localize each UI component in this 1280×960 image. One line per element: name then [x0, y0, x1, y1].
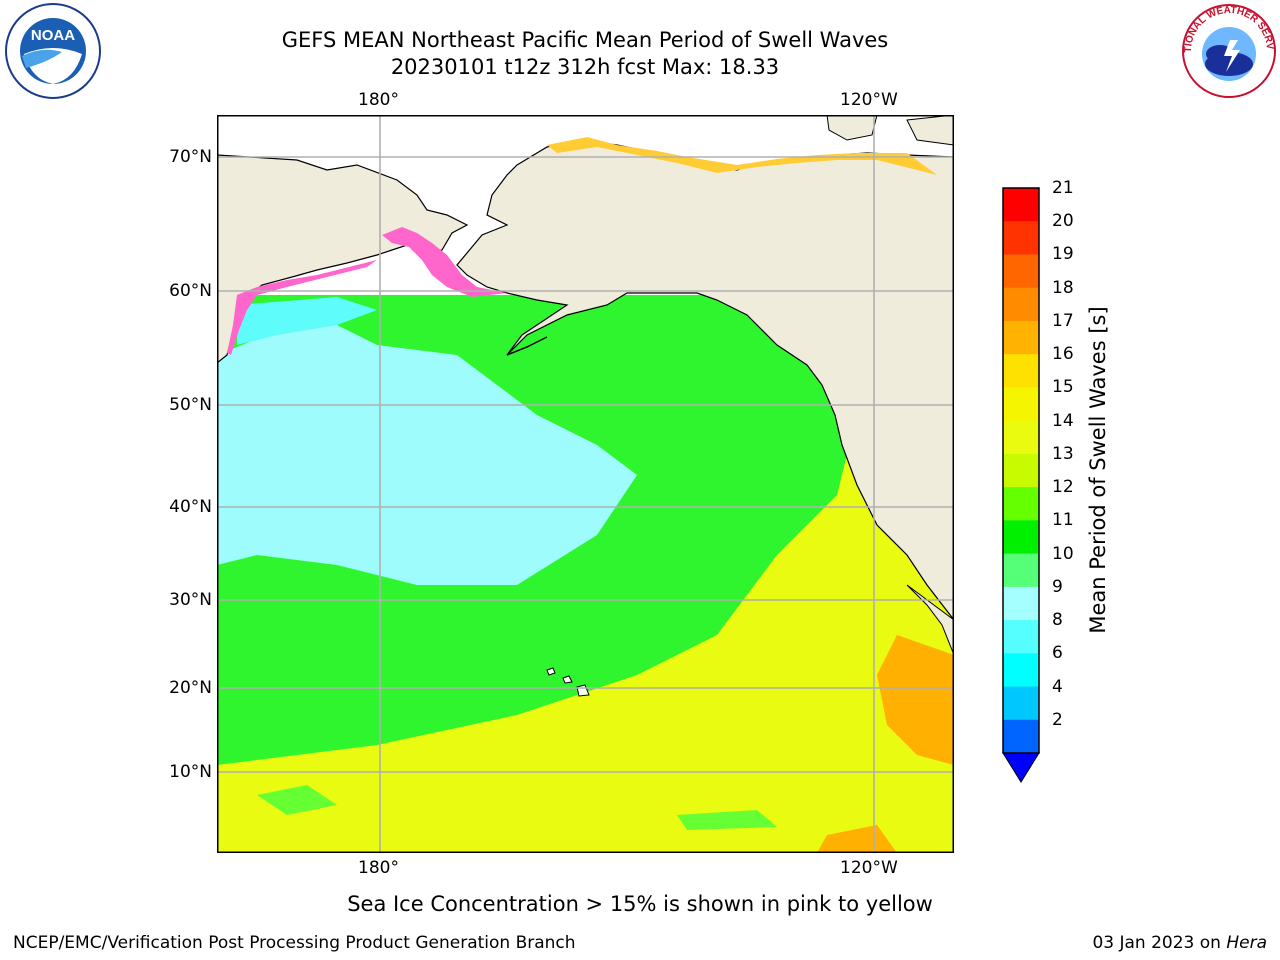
colorbar-tick-label: 20: [1052, 211, 1074, 232]
sea-ice-note-text: Sea Ice Concentration > 15% is shown in …: [347, 892, 933, 916]
colorbar-swatch: [1003, 686, 1039, 721]
colorbar-swatch: [1003, 719, 1039, 754]
top-lon-label-180: 180°: [358, 90, 399, 110]
colorbar-swatch: [1003, 221, 1039, 255]
lat-label-40n: 40°N: [169, 497, 212, 517]
colorbar-swatch: [1003, 553, 1039, 588]
ocean-orange-patch: [877, 635, 954, 765]
lat-label-70n: 70°N: [169, 147, 212, 167]
footer-machine: Hera: [1226, 933, 1267, 953]
colorbar-tick-label: 4: [1052, 676, 1063, 697]
noaa-logo: NOAA: [5, 3, 101, 99]
sea-ice-siberia-coast: [227, 260, 377, 355]
colorbar-tick-label: 18: [1052, 277, 1074, 298]
colorbar-tick-label: 13: [1052, 443, 1074, 464]
ocean-green-patch: [257, 785, 337, 815]
colorbar-swatch: [1003, 254, 1039, 289]
colorbar-swatch: [1003, 420, 1039, 455]
lat-label-50n: 50°N: [169, 395, 212, 415]
footer-date-text: 03 Jan 2023 on: [1092, 933, 1227, 953]
colorbar-tick-label: 12: [1052, 477, 1074, 498]
colorbar-extend-triangle: [1002, 752, 1040, 783]
lat-label-60n: 60°N: [169, 281, 212, 301]
colorbar-swatch: [1003, 354, 1039, 388]
colorbar-swatch: [1003, 453, 1039, 488]
colorbar-label: Mean Period of Swell Waves [s]: [1086, 306, 1110, 634]
colorbar-tick-label: 17: [1052, 310, 1074, 331]
colorbar-swatch: [1003, 620, 1039, 654]
colorbar-swatch: [1003, 487, 1039, 521]
sea-ice-bering: [382, 227, 507, 297]
graticule: [217, 115, 954, 853]
bottom-lon-label-180: 180°: [358, 858, 399, 878]
colorbar: [1002, 187, 1040, 783]
noaa-logo-text: NOAA: [31, 27, 75, 44]
sea-ice-note: Sea Ice Concentration > 15% is shown in …: [0, 891, 1280, 917]
colorbar-tick-label: 15: [1052, 377, 1074, 398]
footer-credit: NCEP/EMC/Verification Post Processing Pr…: [13, 933, 576, 953]
colorbar-tick-label: 19: [1052, 244, 1074, 265]
colorbar-tick-label: 16: [1052, 344, 1074, 365]
colorbar-tick-label: 11: [1052, 510, 1074, 531]
colorbar-tick-label: 9: [1052, 576, 1063, 597]
swell-period-map: [217, 115, 954, 853]
lat-label-10n: 10°N: [169, 762, 212, 782]
top-lon-label-120w: 120°W: [840, 90, 898, 110]
bottom-lon-label-120w: 120°W: [840, 858, 898, 878]
colorbar-swatch: [1003, 320, 1039, 355]
map-panel: [217, 115, 954, 853]
ocean-cyan-region: [217, 315, 637, 585]
lat-label-20n: 20°N: [169, 678, 212, 698]
colorbar-swatch: [1003, 586, 1039, 621]
chart-subtitle: 20230101 t12z 312h fcst Max: 18.33: [390, 55, 780, 79]
nws-logo: NATIONAL WEATHER SERVICE: [1180, 2, 1276, 98]
chart-title: GEFS MEAN Northeast Pacific Mean Period …: [281, 28, 889, 52]
colorbar-swatch: [1003, 387, 1039, 422]
sea-ice-arctic-coast: [547, 137, 937, 175]
colorbar-tick-label: 8: [1052, 610, 1063, 631]
map-border: [217, 115, 954, 853]
lat-label-30n: 30°N: [169, 590, 212, 610]
colorbar-tick-label: 21: [1052, 178, 1074, 198]
ocean-cyan-north: [237, 297, 377, 345]
colorbar-swatch: [1003, 520, 1039, 555]
colorbar-tick-label: 10: [1052, 543, 1074, 564]
colorbar-tick-label: 6: [1052, 643, 1063, 664]
ocean-orange-patch-south: [817, 825, 897, 853]
colorbar-border: [1002, 187, 1040, 754]
colorbar-tick-label: 14: [1052, 410, 1074, 431]
colorbar-swatch: [1003, 653, 1039, 688]
ocean-green-patch-2: [677, 810, 777, 830]
footer-date: 03 Jan 2023 on Hera: [1092, 933, 1267, 953]
colorbar-swatch: [1003, 287, 1039, 322]
colorbar-tick-label: 2: [1052, 709, 1063, 730]
colorbar-swatch: [1003, 188, 1039, 222]
